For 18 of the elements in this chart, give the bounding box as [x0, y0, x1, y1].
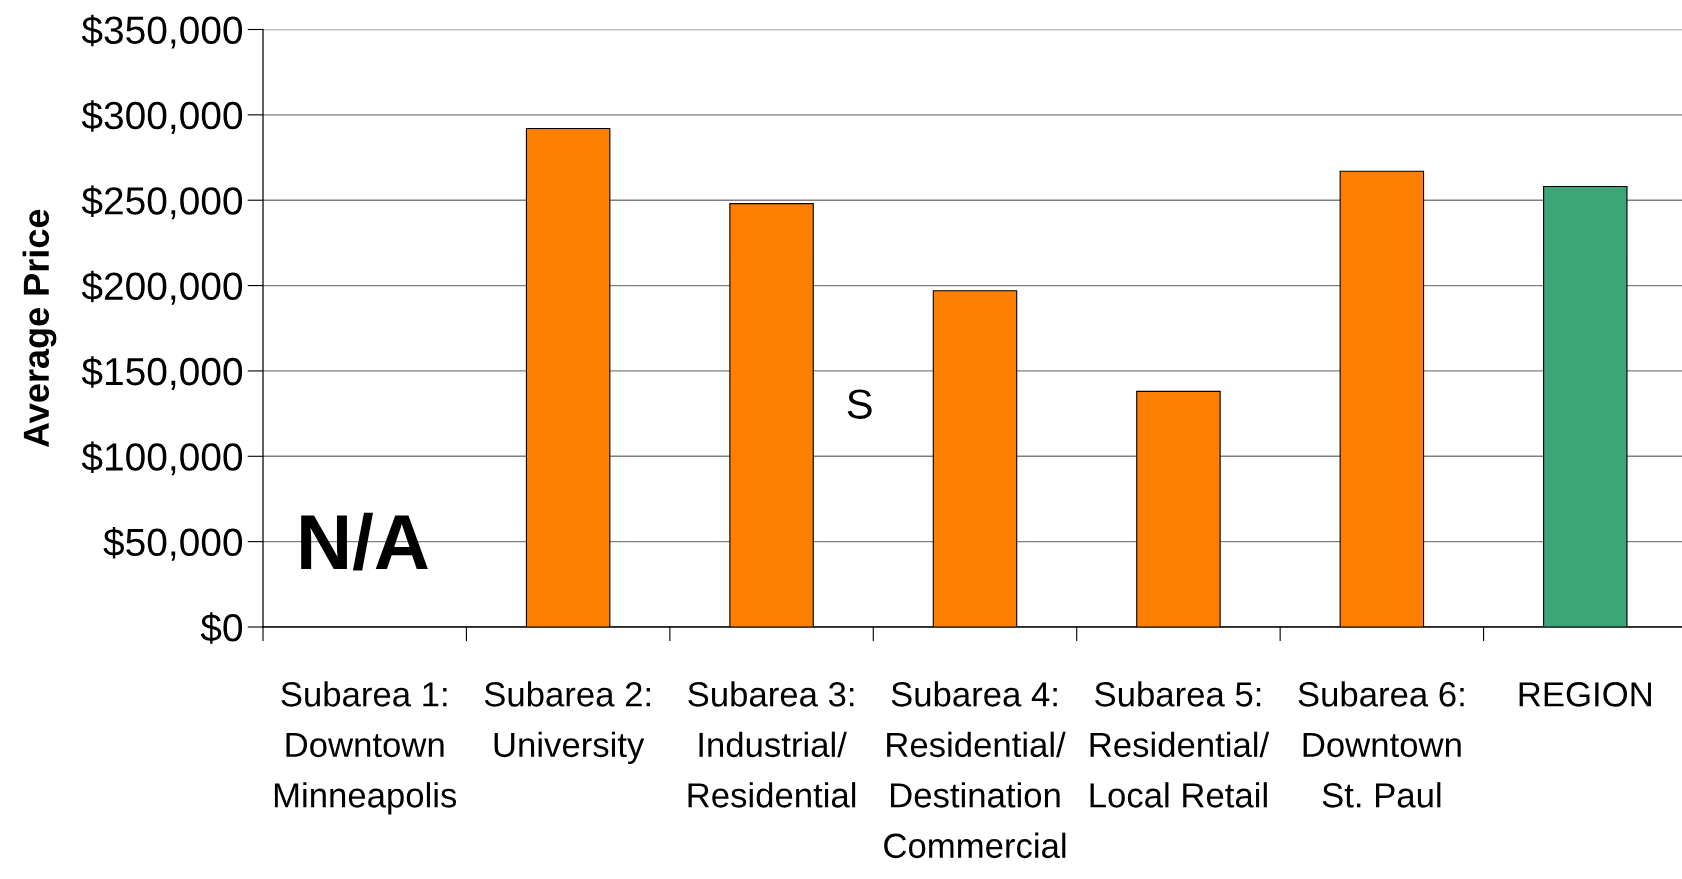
x-tick-label: Subarea 5: Residential/ Local Retail	[1090, 681, 1270, 808]
y-tick-label: $50,000	[103, 526, 243, 561]
y-tick-label: $250,000	[81, 185, 243, 220]
annotation: N/A	[301, 512, 428, 571]
annotation: S	[847, 389, 872, 419]
y-tick-label: $150,000	[81, 356, 243, 390]
y-tick-label: $0	[200, 612, 243, 644]
x-tick-label: REGION	[1519, 682, 1651, 707]
y-tick-label: $350,000	[81, 14, 243, 49]
y-tick-label: $200,000	[81, 270, 243, 305]
x-tick-label: Subarea 3: Industrial/ Residential	[688, 681, 856, 808]
x-tick-label: Subarea 4: Residential/ Destination Commercial	[884, 681, 1066, 859]
y-tick-label: $100,000	[81, 441, 243, 476]
x-tick-label: Subarea 2: University	[484, 681, 650, 765]
y-tick-label: $300,000	[81, 100, 243, 134]
y-axis-title: Average Price	[22, 209, 57, 448]
x-tick-label: Subarea 1: Downtown Minneapolis	[274, 681, 457, 815]
x-tick-label: Subarea 6: Downtown St. Paul	[1298, 681, 1464, 808]
